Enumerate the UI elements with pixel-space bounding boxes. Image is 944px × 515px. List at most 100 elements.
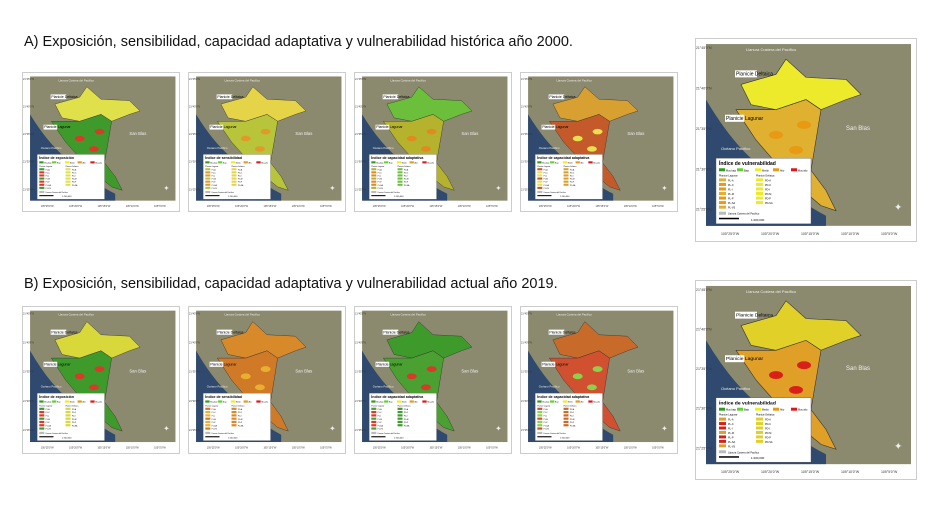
map-label: Planicie Lagunar — [44, 362, 71, 366]
legend-unit: PL-A — [544, 408, 549, 411]
legend-llanura: Llanura Costera del Pacífico — [728, 451, 760, 454]
legend-group: Planicie Lagunar — [205, 166, 219, 168]
map-label: Planicie Deltaica — [217, 95, 243, 99]
legend-unit: PD-M — [72, 419, 77, 421]
map-label: Llanura Costera del Pacífico — [58, 78, 94, 82]
legend-class-label: Alto — [249, 401, 252, 404]
lon-tick: 105°25'0"W — [41, 205, 55, 208]
lon-tick: 105°25'0"W — [721, 470, 740, 474]
legend-unit: PL-C — [544, 412, 549, 414]
scale-bar — [371, 195, 386, 197]
legend-unit: PD-I — [765, 428, 770, 431]
map-label: Planicie Deltaica — [217, 330, 243, 334]
lon-tick: 105°25'0"W — [41, 447, 55, 450]
legend-group: Planicie Lagunar — [39, 166, 53, 168]
lat-tick: 21°45'0"N — [355, 312, 366, 315]
map-label: San Blas — [129, 369, 146, 374]
lat-tick: 21°25'0"N — [23, 188, 34, 191]
legend-unit: PL-A — [212, 408, 217, 411]
north-arrow-icon: ✦ — [329, 424, 335, 433]
lat-tick: 21°25'0"N — [696, 446, 712, 450]
lon-tick: 105°5'0"W — [881, 232, 898, 236]
scale-bar — [719, 217, 739, 220]
legend-class-label: Muy bajo — [210, 162, 217, 164]
legend-class-label: Medio — [70, 402, 75, 404]
index-patch — [240, 373, 251, 380]
legend-unit: PD-I — [72, 415, 76, 417]
index-patch — [94, 366, 105, 372]
legend-unit: PL-VS — [378, 188, 384, 190]
legend-unit: PD-P — [765, 436, 771, 439]
lat-tick: 21°35'0"N — [189, 133, 200, 136]
lon-tick: 105°20'0"W — [69, 447, 83, 450]
north-arrow-icon: ✦ — [661, 424, 667, 433]
map-label: San Blas — [627, 131, 644, 136]
legend-unit: PD-C — [238, 172, 243, 174]
legend-unit: PL-I — [544, 176, 548, 178]
map-label: Llanura Costera del Pacífico — [224, 78, 260, 82]
legend-swatch — [396, 400, 402, 403]
map-2000-adaptive-capacity: Llanura Costera del Pacífico Planicie Del… — [354, 72, 512, 212]
legend-unit: PD-SA — [765, 441, 773, 444]
lat-tick: 21°45'0"N — [521, 78, 532, 81]
legend-unit: PD-I — [765, 188, 770, 191]
legend-group: Planicie Deltaica — [66, 404, 79, 407]
legend-class-label: Muy alto — [427, 161, 434, 164]
legend-unit: PL-P — [544, 182, 549, 184]
legend-swatch — [77, 400, 82, 403]
scale-bar — [537, 436, 552, 438]
map-2019-adaptive-capacity: Llanura Costera del Pacífico Planicie Del… — [354, 306, 512, 454]
legend-title: Índice de vulnerabilidad — [719, 159, 776, 167]
legend-unit: PL-P — [544, 422, 549, 424]
legend-class-label: Alto — [581, 161, 584, 164]
legend-unit: PD-A — [72, 408, 77, 411]
legend-unit: PD-I — [570, 176, 574, 178]
legend-unit: PD-P — [404, 182, 409, 184]
legend-unit: PD-A — [765, 179, 771, 182]
legend-group: Planicie Deltaica — [756, 174, 775, 177]
map-label: Planicie Lagunar — [376, 125, 403, 129]
map-label: Planicie Lagunar — [44, 125, 71, 129]
legend-llanura: Llanura Costera del Pacífico — [378, 191, 400, 194]
index-patch — [586, 146, 597, 152]
map-label: Planicie Deltaica — [549, 95, 575, 99]
index-patch — [260, 366, 271, 372]
lon-tick: 105°10'0"W — [292, 447, 306, 450]
legend-unit: PD-M — [765, 432, 771, 435]
legend-swatch — [256, 400, 261, 403]
legend-swatch — [396, 161, 402, 164]
map-label: Océano Pacífico — [539, 384, 560, 388]
lat-tick: 21°30'0"N — [23, 161, 34, 164]
section-a-title: A) Exposición, sensibilidad, capacidad a… — [24, 34, 573, 50]
legend-swatch — [773, 407, 779, 411]
legend-unit: PD-A — [765, 419, 771, 422]
legend-unit: PD-M — [404, 179, 409, 181]
lon-tick: 105°5'0"W — [486, 205, 498, 208]
legend-swatch — [205, 161, 210, 164]
legend-unit: PL-P — [212, 182, 217, 184]
lon-tick: 105°20'0"W — [235, 447, 249, 450]
legend-class-label: Bajo — [223, 162, 227, 164]
index-patch — [592, 366, 603, 372]
map-figure: Llanura Costera del Pacífico Planicie Del… — [355, 310, 508, 450]
planicie-deltaica-area — [54, 86, 141, 122]
lat-tick: 21°30'0"N — [23, 400, 34, 403]
lon-tick: 105°5'0"W — [320, 447, 332, 450]
legend-unit: PL-SA — [212, 424, 218, 427]
legend-class-label: Alto — [249, 161, 252, 164]
lat-tick: 21°40'0"N — [355, 341, 366, 344]
lon-tick: 105°5'0"W — [486, 447, 498, 450]
legend-class-label: Bajo — [389, 162, 393, 164]
legend-title: Índice de vulnerabilidad — [719, 399, 776, 407]
legend-unit: PD-A — [404, 168, 409, 171]
legend-unit: PD-SA — [238, 184, 244, 187]
index-patch — [94, 128, 105, 135]
legend-group: Planicie Lagunar — [39, 404, 52, 407]
lat-tick: 21°25'0"N — [521, 188, 532, 191]
legend-group: Planicie Deltaica — [398, 165, 411, 168]
legend-swatch — [550, 400, 555, 403]
lon-tick: 105°20'0"W — [567, 447, 581, 450]
north-arrow-icon: ✦ — [661, 184, 667, 192]
legend-swatch — [537, 400, 542, 403]
map-label: Océano Pacífico — [539, 146, 560, 150]
